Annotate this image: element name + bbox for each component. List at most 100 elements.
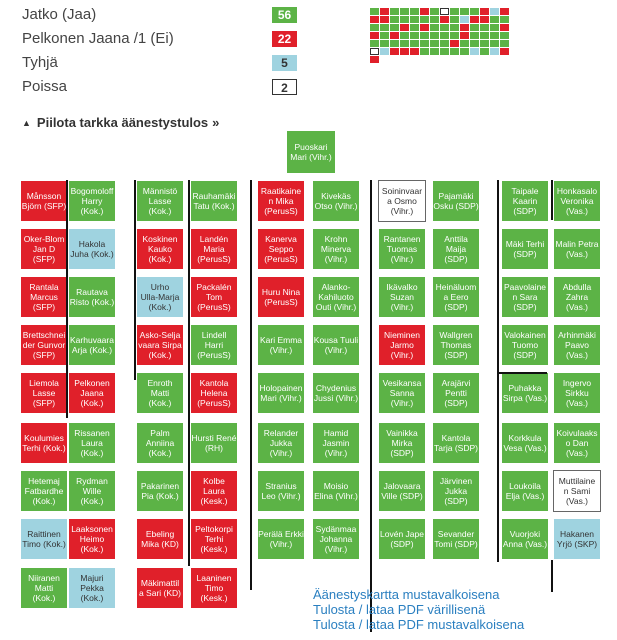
seat[interactable]: Peltokorpi Terhi (Kesk.) — [190, 518, 238, 560]
map-bw-link[interactable]: Äänestyskartta mustavalkoisena — [313, 587, 500, 602]
seat[interactable]: Muttilaine n Sami (Vas.) — [553, 470, 601, 512]
seat[interactable]: Valokainen Tuomo (SDP) — [501, 324, 549, 366]
seat[interactable]: Alanko- Kahiluoto Outi (Vihr.) — [312, 276, 360, 318]
seat[interactable]: Vuorjoki Anna (Vas.) — [501, 518, 549, 560]
seat[interactable]: Arajärvi Pentti (SDP) — [432, 372, 480, 414]
seat[interactable]: Wallgren Thomas (SDP) — [432, 324, 480, 366]
seat[interactable]: Kari Emma (Vihr.) — [257, 324, 305, 366]
seat[interactable]: Hakola Juha (Kok.) — [68, 228, 116, 270]
pdf-color-link[interactable]: Tulosta / lataa PDF värillisenä — [313, 602, 486, 617]
mini-seat — [430, 16, 439, 23]
seat[interactable]: Anttila Maija (SDP) — [432, 228, 480, 270]
seat[interactable]: Pakarinen Pia (Kok.) — [136, 470, 184, 512]
mini-seat — [490, 24, 499, 31]
seat[interactable]: Vainikka Mirka (SDP) — [378, 422, 426, 464]
mini-seat — [460, 40, 469, 47]
seat[interactable]: Laaksonen Heimo (Kok.) — [68, 518, 116, 560]
seat[interactable]: Männistö Lasse (Kok.) — [136, 180, 184, 222]
seat[interactable]: Laaninen Timo (Kesk.) — [190, 567, 238, 609]
seat[interactable]: Ebeling Mika (KD) — [136, 518, 184, 560]
seat[interactable]: Rantanen Tuomas (Vihr.) — [378, 228, 426, 270]
seat[interactable]: Koivulaaks o Dan (Vas.) — [553, 422, 601, 464]
seat[interactable]: Lovén Jape (SDP) — [378, 518, 426, 560]
seat[interactable]: Sydänmaa Johanna (Vihr.) — [312, 518, 360, 560]
seat[interactable]: Mäkimattil a Sari (KD) — [136, 567, 184, 609]
seat[interactable]: Malin Petra (Vas.) — [553, 228, 601, 270]
seat[interactable]: Kanerva Seppo (PerusS) — [257, 228, 305, 270]
seat[interactable]: Puhakka Sirpa (Vas.) — [501, 372, 549, 414]
seat[interactable]: Månsson Björn (SFP) — [20, 180, 68, 222]
seat[interactable]: Niiranen Matti (Kok.) — [20, 567, 68, 609]
seat[interactable]: Paavolaine n Sara (SDP) — [501, 276, 549, 318]
seat[interactable]: Rissanen Laura (Kok.) — [68, 422, 116, 464]
seat[interactable]: Nieminen Jarmo (Vihr.) — [378, 324, 426, 366]
chevron-right-icon: » — [212, 115, 220, 130]
mini-seat — [420, 24, 429, 31]
seat[interactable]: Karhuvaara Arja (Kok.) — [68, 324, 116, 366]
seat[interactable]: Hetemaj Fatbardhe (Kok.) — [20, 470, 68, 512]
hide-detailed-result-toggle[interactable]: ▲ Piilota tarkka äänestystulos» — [22, 115, 219, 130]
seat[interactable]: Mäki Terhi (SDP) — [501, 228, 549, 270]
seat[interactable]: Abdulla Zahra (Vas.) — [553, 276, 601, 318]
seat[interactable]: Oker-Blom Jan D (SFP) — [20, 228, 68, 270]
seat[interactable]: Kousa Tuuli (Vihr.) — [312, 324, 360, 366]
seat[interactable]: Kivekäs Otso (Vihr.) — [312, 180, 360, 222]
seat[interactable]: Koulumies Terhi (Kok.) — [20, 422, 68, 464]
seat[interactable]: Raittinen Timo (Kok.) — [20, 518, 68, 560]
legend-count-badge: 22 — [272, 31, 297, 47]
pdf-bw-link[interactable]: Tulosta / lataa PDF mustavalkoisena — [313, 617, 525, 632]
seat[interactable]: Taipale Kaarin (SDP) — [501, 180, 549, 222]
mini-seat — [410, 32, 419, 39]
seat[interactable]: Hamid Jasmin (Vihr.) — [312, 422, 360, 464]
seat[interactable]: Rydman Wille (Kok.) — [68, 470, 116, 512]
seat[interactable]: Hursti René (RH) — [190, 422, 238, 464]
seat[interactable]: Ingervo Sirkku (Vas.) — [553, 372, 601, 414]
seat[interactable]: Liemola Lasse (SFP) — [20, 372, 68, 414]
seat[interactable]: Honkasalo Veronika (Vas.) — [553, 180, 601, 222]
seat[interactable]: Jalovaara Ville (SDP) — [378, 470, 426, 512]
seat[interactable]: Majuri Pekka (Kok.) — [68, 567, 116, 609]
seat[interactable]: Sevander Tomi (SDP) — [432, 518, 480, 560]
seat[interactable]: Chydenius Jussi (Vihr.) — [312, 372, 360, 414]
seat[interactable]: Kantola Tarja (SDP) — [432, 422, 480, 464]
seat[interactable]: Hakanen Yrjö (SKP) — [553, 518, 601, 560]
speaker-seat[interactable]: Puoskari Mari (Vihr.) — [286, 130, 336, 174]
seat[interactable]: Korkkula Vesa (Vas.) — [501, 422, 549, 464]
seat[interactable]: Enroth Matti (Kok.) — [136, 372, 184, 414]
seat[interactable]: Kolbe Laura (Kesk.) — [190, 470, 238, 512]
seat[interactable]: Rantala Marcus (SFP) — [20, 276, 68, 318]
mini-seat — [430, 40, 439, 47]
seat[interactable]: Pajamäki Osku (SDP) — [432, 180, 480, 222]
seat[interactable]: Lindell Harri (PerusS) — [190, 324, 238, 366]
seat[interactable]: Landén Maria (PerusS) — [190, 228, 238, 270]
seat[interactable]: Heinäluom a Eero (SDP) — [432, 276, 480, 318]
seat[interactable]: Stranius Leo (Vihr.) — [257, 470, 305, 512]
toggle-label: Piilota tarkka äänestystulos — [36, 115, 209, 130]
seat[interactable]: Bogomoloff Harry (Kok.) — [68, 180, 116, 222]
seat[interactable]: Vesikansa Sanna (Vihr.) — [378, 372, 426, 414]
seat[interactable]: Huru Nina (PerusS) — [257, 276, 305, 318]
seat[interactable]: Moisio Elina (Vihr.) — [312, 470, 360, 512]
seat[interactable]: Ikävalko Suzan (Vihr.) — [378, 276, 426, 318]
seat[interactable]: Koskinen Kauko (Kok.) — [136, 228, 184, 270]
seat[interactable]: Rautava Risto (Kok.) — [68, 276, 116, 318]
mini-seat — [440, 48, 449, 55]
seat[interactable]: Loukoila Elja (Vas.) — [501, 470, 549, 512]
seat[interactable]: Brettschnei der Gunvor (SFP) — [20, 324, 68, 366]
seat[interactable]: Asko-Selja vaara Sirpa (Kok.) — [136, 324, 184, 366]
seat[interactable]: Soininvaar a Osmo (Vihr.) — [378, 180, 426, 222]
seat[interactable]: Rauhamäki Tatu (Kok.) — [190, 180, 238, 222]
seat[interactable]: Järvinen Jukka (SDP) — [432, 470, 480, 512]
seat[interactable]: Packalén Tom (PerusS) — [190, 276, 238, 318]
seat[interactable]: Krohn Minerva (Vihr.) — [312, 228, 360, 270]
seat[interactable]: Pelkonen Jaana (Kok.) — [68, 372, 116, 414]
seat[interactable]: Arhinmäki Paavo (Vas.) — [553, 324, 601, 366]
seat[interactable]: Raatikaine n Mika (PerusS) — [257, 180, 305, 222]
seat[interactable]: Holopainen Mari (Vihr.) — [257, 372, 305, 414]
seat[interactable]: Kantola Helena (PerusS) — [190, 372, 238, 414]
mini-seat — [440, 40, 449, 47]
seat[interactable]: Palm Anniina (Kok.) — [136, 422, 184, 464]
seat[interactable]: Perälä Erkki (Vihr.) — [257, 518, 305, 560]
seat[interactable]: Relander Jukka (Vihr.) — [257, 422, 305, 464]
seat[interactable]: Urho Ulla-Marja (Kok.) — [136, 276, 184, 318]
